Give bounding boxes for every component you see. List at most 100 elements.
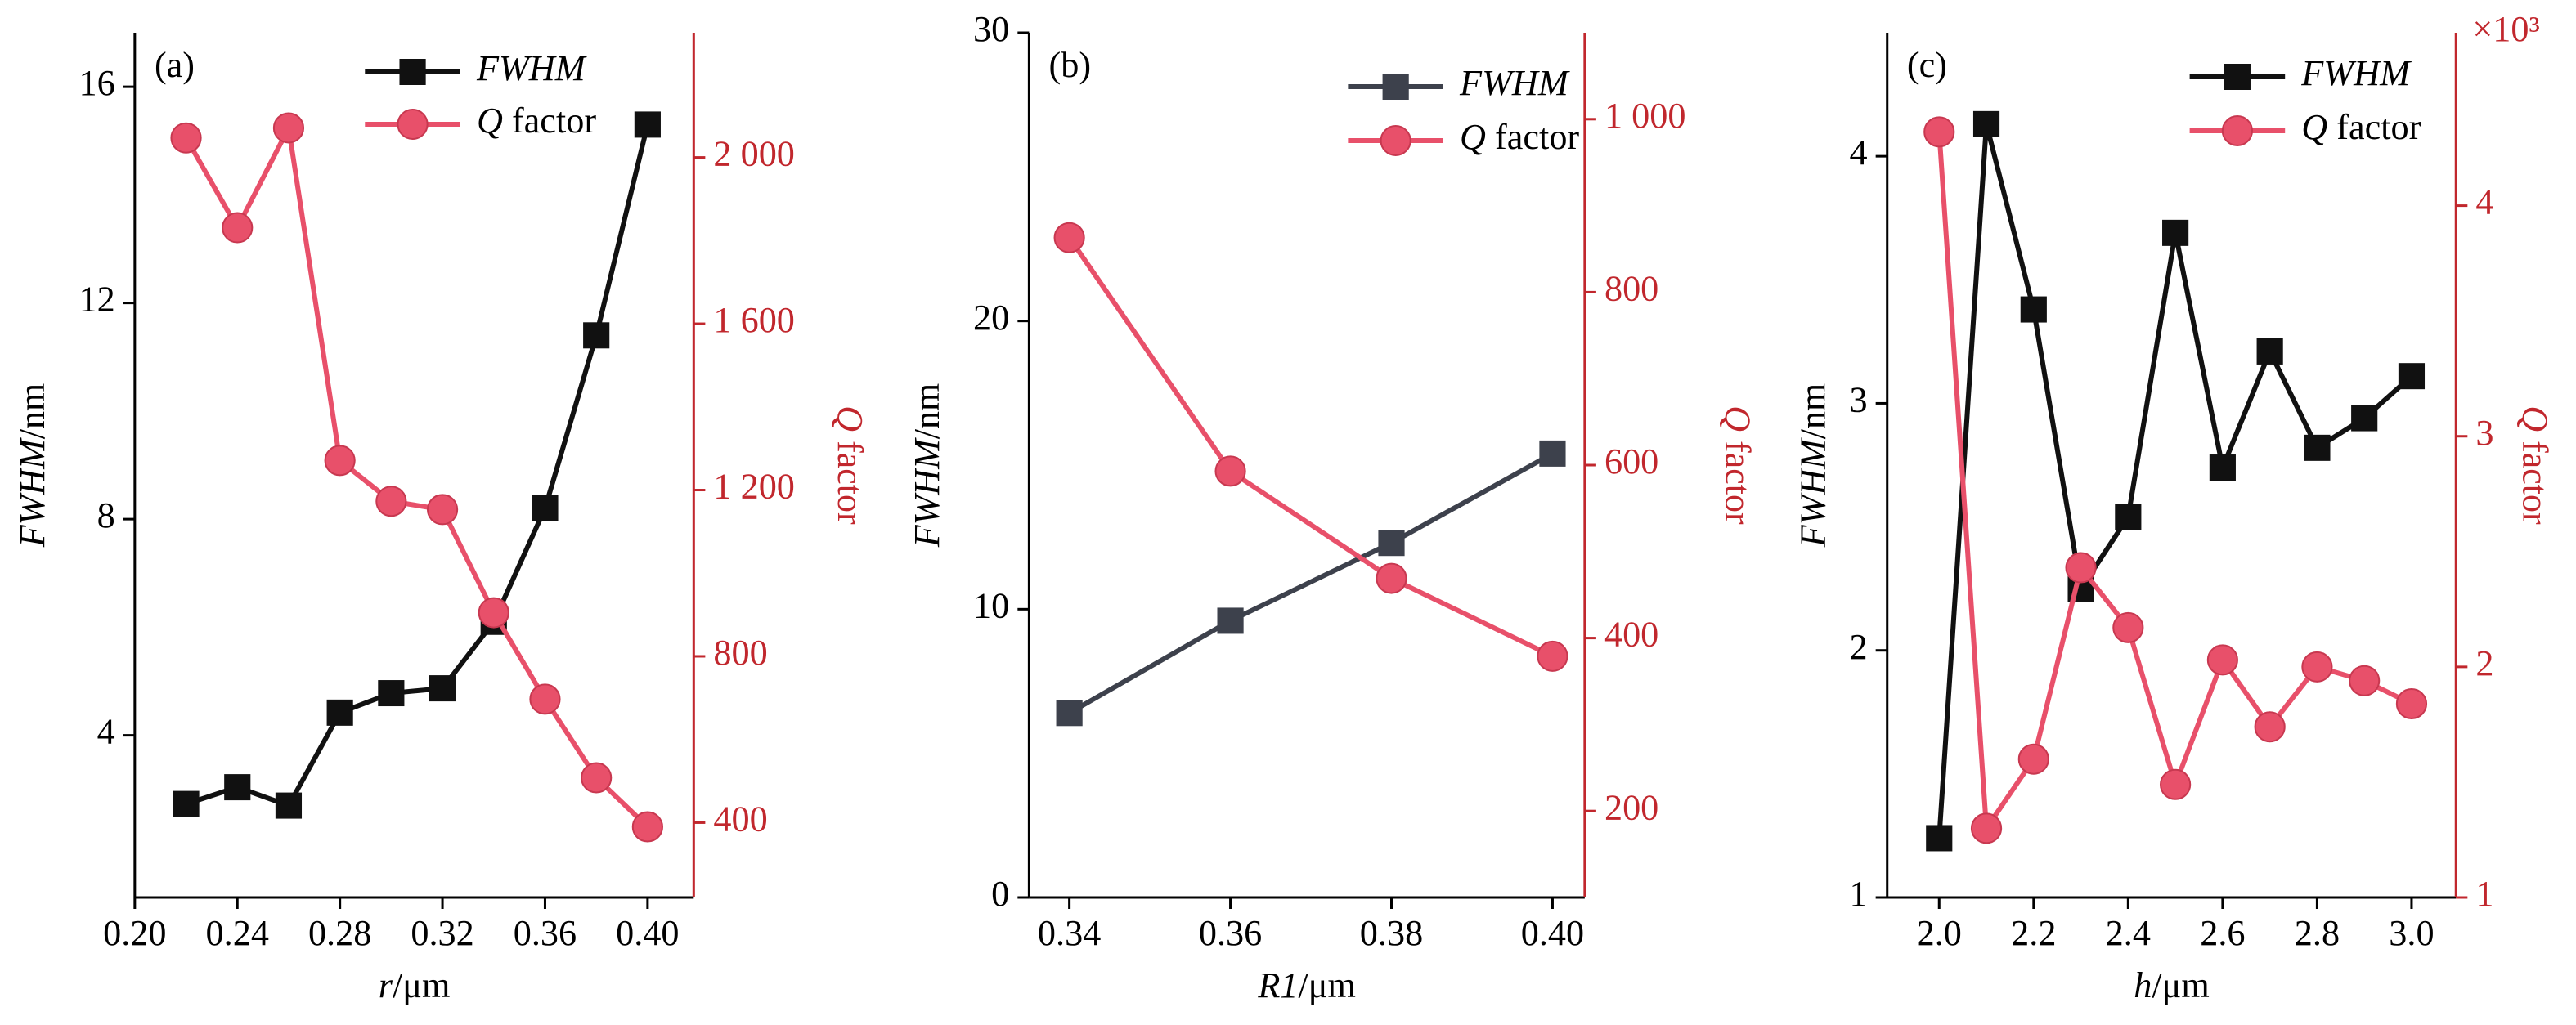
marker	[326, 699, 353, 726]
x-tick-label: 0.28	[308, 913, 371, 953]
marker	[1214, 455, 1246, 487]
panel-label: (a)	[155, 45, 195, 85]
y2-tick-label: 1 000	[1604, 96, 1686, 136]
marker	[1053, 222, 1085, 253]
x-tick-label: 2.0	[1917, 913, 1962, 953]
marker	[429, 675, 456, 702]
y-tick-label: 4	[97, 712, 115, 752]
marker	[2020, 296, 2047, 323]
marker	[2395, 688, 2428, 720]
marker	[324, 445, 356, 477]
x-axis-label: r/μm	[379, 965, 451, 1005]
x-tick-label: 2.4	[2106, 913, 2151, 953]
legend-label: FWHM	[1459, 63, 1570, 103]
legend-marker	[2221, 115, 2253, 146]
legend-label: Q factor	[2301, 107, 2421, 147]
y-tick-label: 3	[1849, 380, 1867, 420]
legend-marker	[1382, 74, 1409, 100]
x-tick-label: 0.36	[1199, 913, 1262, 953]
y2-tick-label: 200	[1604, 787, 1658, 827]
x-tick-label: 2.2	[2011, 913, 2056, 953]
marker	[2398, 363, 2426, 390]
x-tick-label: 0.32	[411, 913, 473, 953]
y2-axis-label: Q factor	[2515, 405, 2556, 525]
marker	[2256, 338, 2283, 365]
y2-tick-label: 800	[713, 633, 767, 673]
marker	[1376, 562, 1407, 594]
marker	[272, 112, 305, 144]
legend-marker	[397, 109, 429, 140]
x-axis-label: R1/μm	[1257, 965, 1356, 1005]
legend-label: FWHM	[2300, 53, 2412, 93]
marker	[2254, 711, 2286, 743]
y-tick-label: 1	[1849, 874, 1867, 914]
marker	[375, 486, 407, 517]
marker	[581, 762, 613, 794]
y2-tick-label: 3	[2475, 413, 2493, 453]
y2-tick-label: 600	[1604, 441, 1658, 481]
y-tick-label: 4	[1849, 132, 1867, 172]
x-tick-label: 0.24	[206, 913, 269, 953]
x-tick-label: 0.36	[514, 913, 577, 953]
marker	[532, 495, 559, 521]
marker	[426, 494, 459, 526]
series-line	[1068, 451, 1554, 715]
marker	[275, 792, 303, 819]
marker	[2017, 743, 2049, 775]
marker	[529, 683, 561, 715]
y2-tick-label: 1 600	[713, 300, 795, 340]
x-tick-label: 3.0	[2389, 913, 2434, 953]
panel-label: (c)	[1907, 45, 1947, 85]
series-line	[1067, 236, 1554, 659]
marker	[1537, 640, 1568, 672]
y-tick-label: 12	[79, 280, 114, 320]
marker	[583, 322, 610, 349]
marker	[1970, 812, 2003, 844]
y2-tick-label: 800	[1604, 269, 1658, 309]
marker	[1972, 110, 2000, 137]
legend-marker	[399, 59, 426, 85]
marker	[1056, 700, 1083, 727]
x-tick-label: 2.6	[2200, 913, 2245, 953]
marker	[1923, 116, 1955, 148]
marker	[2351, 405, 2378, 432]
y2-scale-label: ×10³	[2472, 9, 2539, 49]
legend-label: Q factor	[477, 101, 596, 141]
marker	[2349, 665, 2381, 696]
legend-label: FWHM	[476, 48, 587, 88]
y2-tick-label: 1	[2475, 874, 2493, 914]
y-axis-label: FWHM/nm	[907, 383, 947, 548]
marker	[2162, 219, 2189, 246]
y-tick-label: 20	[973, 298, 1009, 338]
marker	[634, 111, 661, 138]
y2-tick-label: 1 200	[713, 467, 795, 507]
marker	[224, 774, 251, 801]
marker	[2301, 651, 2333, 683]
marker	[2206, 644, 2238, 676]
y-axis-label: FWHM/nm	[12, 383, 52, 548]
y2-tick-label: 4	[2475, 182, 2493, 222]
marker	[1217, 607, 1244, 634]
legend-marker	[2224, 64, 2251, 90]
panel-label: (b)	[1049, 45, 1092, 85]
marker	[222, 212, 254, 244]
y2-axis-label: Q factor	[830, 405, 870, 525]
marker	[478, 597, 509, 629]
series-line	[185, 123, 650, 809]
x-tick-label: 2.8	[2295, 913, 2340, 953]
y2-tick-label: 2 000	[713, 134, 795, 174]
y2-axis-label: Q factor	[1718, 405, 1758, 525]
x-tick-label: 0.40	[1521, 913, 1584, 953]
marker	[2209, 454, 2236, 481]
y-tick-label: 0	[991, 874, 1009, 914]
marker	[631, 811, 663, 843]
x-tick-label: 0.40	[616, 913, 679, 953]
marker	[1378, 530, 1405, 557]
marker	[2112, 611, 2144, 643]
x-tick-label: 0.38	[1360, 913, 1423, 953]
marker	[2160, 768, 2192, 800]
series-line	[183, 119, 649, 829]
y-axis-label: FWHM/nm	[1793, 383, 1833, 548]
